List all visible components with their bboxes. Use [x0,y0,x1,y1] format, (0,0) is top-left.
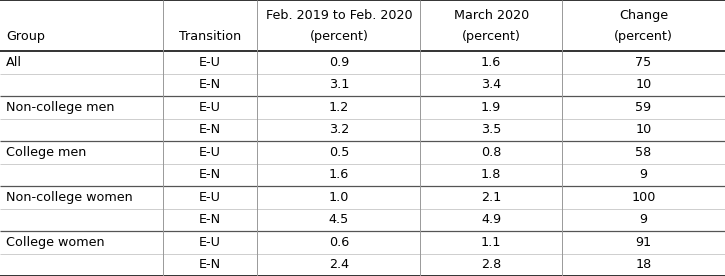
Text: E-N: E-N [199,123,221,136]
Text: E-U: E-U [199,56,221,69]
Text: (percent): (percent) [462,30,521,43]
Text: 0.9: 0.9 [329,56,349,69]
Text: Change: Change [619,9,668,22]
Text: 18: 18 [635,258,652,271]
Text: E-U: E-U [199,146,221,159]
Text: All: All [6,56,22,69]
Text: 1.0: 1.0 [328,191,349,204]
Text: E-N: E-N [199,168,221,181]
Text: Non-college men: Non-college men [6,101,115,114]
Text: College men: College men [6,146,86,159]
Text: Group: Group [6,30,45,43]
Text: College women: College women [6,236,104,249]
Text: 1.2: 1.2 [329,101,349,114]
Text: Non-college women: Non-college women [6,191,133,204]
Text: 10: 10 [635,78,652,91]
Text: Feb. 2019 to Feb. 2020: Feb. 2019 to Feb. 2020 [265,9,413,22]
Text: Transition: Transition [179,30,241,43]
Text: E-U: E-U [199,191,221,204]
Text: 3.1: 3.1 [328,78,349,91]
Text: (percent): (percent) [614,30,673,43]
Text: March 2020: March 2020 [454,9,529,22]
Text: 58: 58 [635,146,652,159]
Text: 91: 91 [635,236,652,249]
Text: 1.6: 1.6 [481,56,501,69]
Text: E-U: E-U [199,236,221,249]
Text: 1.6: 1.6 [329,168,349,181]
Text: 3.4: 3.4 [481,78,501,91]
Text: 4.9: 4.9 [481,213,501,226]
Text: E-U: E-U [199,101,221,114]
Text: 9: 9 [639,168,647,181]
Text: E-N: E-N [199,78,221,91]
Text: 3.2: 3.2 [329,123,349,136]
Text: 9: 9 [639,213,647,226]
Text: 59: 59 [635,101,652,114]
Text: 1.1: 1.1 [481,236,502,249]
Text: 1.8: 1.8 [481,168,502,181]
Text: 10: 10 [635,123,652,136]
Text: 0.8: 0.8 [481,146,502,159]
Text: (percent): (percent) [310,30,368,43]
Text: 2.1: 2.1 [481,191,501,204]
Text: 2.8: 2.8 [481,258,501,271]
Text: 75: 75 [635,56,652,69]
Text: 100: 100 [631,191,655,204]
Text: E-N: E-N [199,213,221,226]
Text: 1.9: 1.9 [481,101,501,114]
Text: 0.5: 0.5 [328,146,349,159]
Text: 4.5: 4.5 [329,213,349,226]
Text: 0.6: 0.6 [329,236,349,249]
Text: 2.4: 2.4 [329,258,349,271]
Text: 3.5: 3.5 [481,123,502,136]
Text: E-N: E-N [199,258,221,271]
